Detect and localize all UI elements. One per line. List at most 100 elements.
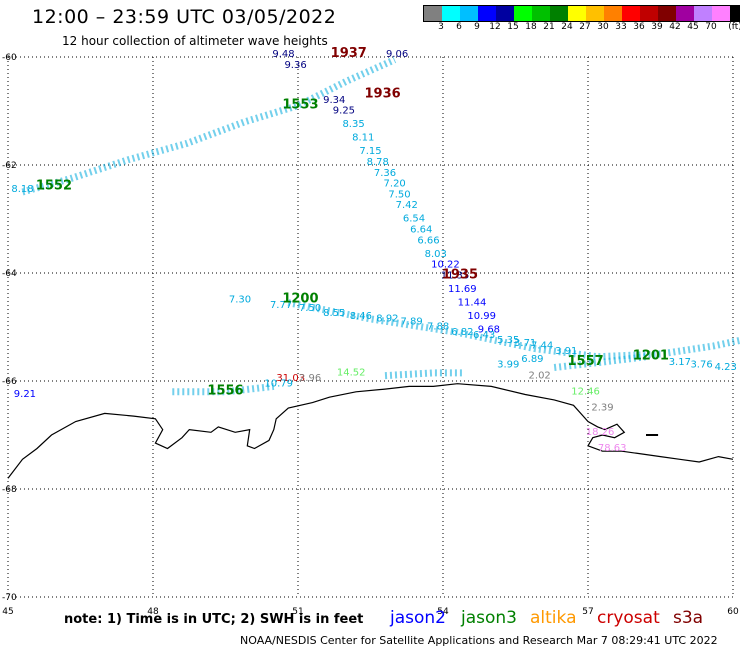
swh-value-label: 6.89: [521, 354, 543, 365]
swh-value-label: 6.82: [451, 327, 473, 338]
lon-tick-label: 51: [292, 607, 303, 617]
satellite-track: [172, 382, 275, 396]
swh-value-label: 7.36: [374, 168, 396, 179]
legend-label: 42: [669, 22, 681, 32]
swh-value-label: 6.66: [417, 235, 439, 246]
lat-tick-label: -62: [2, 161, 17, 171]
legend-label: 21: [543, 22, 555, 32]
swh-value-label: 11.69: [448, 284, 477, 295]
swh-value-label: 10.79: [264, 378, 293, 389]
legend-label: 33: [615, 22, 627, 32]
lat-tick-label: -64: [2, 269, 17, 279]
swh-value-label: 7.50: [299, 303, 321, 314]
page-subtitle: 12 hour collection of altimeter wave hei…: [62, 34, 328, 48]
swh-value-label: 2.96: [299, 373, 321, 384]
legend-label: 45: [687, 22, 699, 32]
page-title: 12:00 – 23:59 UTC 03/05/2022: [32, 6, 337, 28]
legend-swatch: [694, 6, 712, 21]
swh-value-label: 31.03: [276, 373, 305, 384]
swh-value-label: 8.55: [323, 308, 345, 319]
swh-value-label: 7.30: [229, 295, 251, 306]
swh-value-label: 5.35: [497, 335, 519, 346]
swh-value-label: 8.03: [425, 249, 447, 260]
lon-tick-label: 45: [2, 607, 13, 617]
legend-swatch: [550, 6, 568, 21]
legend-swatch: [676, 6, 694, 21]
legend-label: 15: [507, 22, 519, 32]
legend-swatch: [586, 6, 604, 21]
satellite-track: [553, 353, 647, 371]
legend-label: 6: [456, 22, 462, 32]
swh-value-label: 8.46: [350, 311, 372, 322]
swh-value-label: 9.06: [386, 49, 408, 60]
swh-value-label: 3.71: [514, 338, 536, 349]
swh-value-label: 7.88: [427, 322, 449, 333]
swh-value-label: 7.89: [400, 316, 422, 327]
swh-value-label: 9.68: [478, 324, 500, 335]
swh-value-label: 9.34: [323, 95, 345, 106]
legend-swatch: [568, 6, 586, 21]
time-label: 1200: [282, 292, 318, 307]
legend-swatch: [658, 6, 676, 21]
swh-value-label: 7.50: [388, 189, 410, 200]
swh-value-label: 8.11: [352, 133, 374, 144]
legend-swatch: [460, 6, 478, 21]
swh-value-label: 7.42: [396, 200, 418, 211]
legend-label: (ft): [728, 22, 740, 32]
swh-value-label: 3.99: [497, 360, 519, 371]
legend-swatch: [730, 6, 740, 21]
swh-value-label: 9.25: [333, 106, 355, 117]
legend-label: 12: [489, 22, 501, 32]
legend-label: 18: [525, 22, 537, 32]
note-text: note: 1) Time is in UTC; 2) SWH is in fe…: [64, 612, 364, 627]
legend-swatch: [622, 6, 640, 21]
time-label: 1557: [567, 354, 603, 369]
legend-label: 70: [705, 22, 717, 32]
swh-value-label: 8.92: [376, 314, 398, 325]
satellite-track: [287, 299, 740, 361]
swh-value-label: 10.99: [467, 311, 496, 322]
swh-value-label: 18.26: [586, 427, 615, 438]
time-label: 1553: [282, 97, 318, 112]
lon-tick-label: 54: [437, 607, 449, 617]
swh-value-label: 14.52: [337, 368, 366, 379]
legend-swatch: [532, 6, 550, 21]
swh-value-label: 8.18: [11, 184, 33, 195]
time-label: 1935: [442, 267, 478, 282]
swh-value-label: 8.78: [367, 157, 389, 168]
legend-label: 39: [651, 22, 663, 32]
mission-cryosat: cryosat: [597, 608, 660, 628]
legend-label: 27: [579, 22, 591, 32]
legend-label: 30: [597, 22, 609, 32]
swh-value-label: 11.44: [458, 297, 487, 308]
time-label: 1201: [633, 348, 669, 363]
satellite-track: [384, 369, 463, 380]
swh-value-label: 7.15: [359, 146, 381, 157]
swh-value-label: 3.76: [690, 360, 712, 371]
legend-label: 3: [438, 22, 444, 32]
time-label: 1936: [364, 87, 400, 102]
swh-value-label: 4.23: [715, 362, 737, 373]
footer-credit: NOAA/NESDIS Center for Satellite Applica…: [240, 634, 718, 647]
lon-tick-label: 60: [727, 607, 739, 617]
legend-swatch: [424, 6, 442, 21]
swh-value-label: 9.48: [272, 49, 294, 60]
swh-value-label: 12.46: [571, 387, 600, 398]
legend-swatch: [712, 6, 730, 21]
swh-value-label: 10.22: [431, 260, 460, 271]
legend-swatch: [442, 6, 460, 21]
swh-value-label: 9.21: [14, 389, 36, 400]
mission-s3a: s3a: [673, 608, 704, 628]
swh-value-label: 2.02: [529, 370, 551, 381]
swh-value-label: 2.39: [591, 403, 613, 414]
time-label: 1937: [331, 46, 367, 61]
swh-value-label: 6.43: [473, 330, 495, 341]
swh-value-label: 11.35: [441, 270, 470, 281]
swh-value-label: 7.77: [270, 300, 292, 311]
swh-value-label: 6.64: [410, 225, 432, 236]
swh-value-label: 78.63: [598, 443, 627, 454]
time-label: 1556: [207, 384, 243, 399]
legend-swatch: [514, 6, 532, 21]
swh-value-label: 9.36: [284, 60, 306, 71]
lat-tick-label: -66: [2, 377, 17, 387]
